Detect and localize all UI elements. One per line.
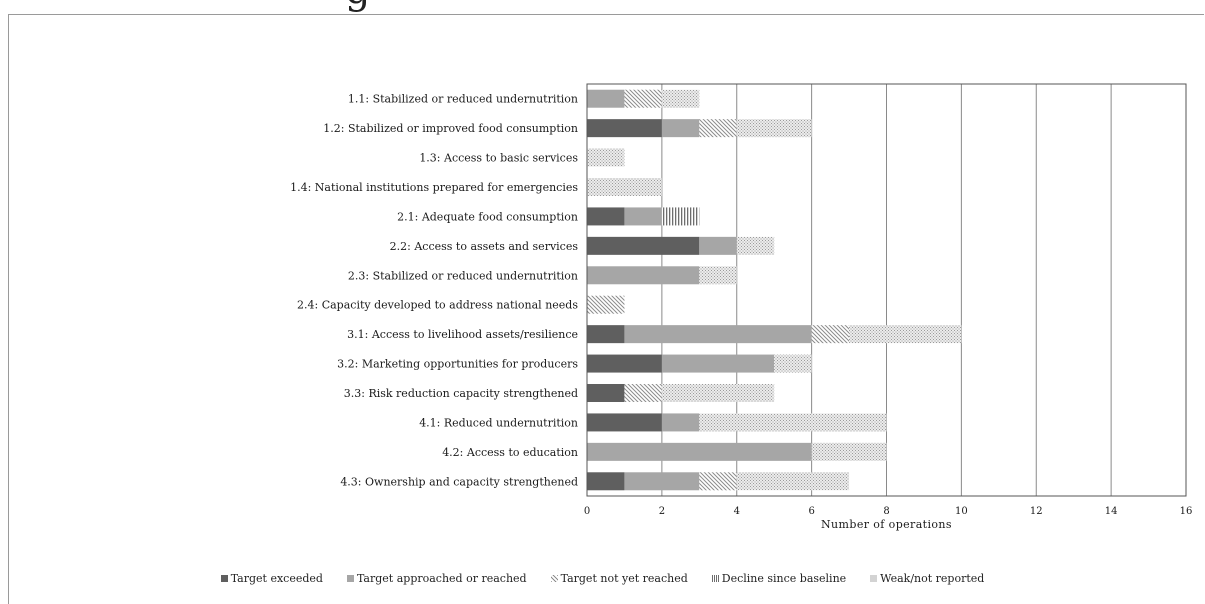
x-tick-label: 0 xyxy=(584,506,590,517)
bars xyxy=(587,89,962,491)
bar-segment xyxy=(587,119,662,138)
x-tick-label: 12 xyxy=(1030,506,1043,517)
category-label: 4.1: Reduced undernutrition xyxy=(419,416,578,429)
bar-segment xyxy=(661,119,700,138)
category-label: 3.3: Risk reduction capacity strengthene… xyxy=(344,387,578,400)
plot-area-border xyxy=(586,83,1187,497)
bar-segment xyxy=(849,325,962,344)
bar-segment xyxy=(736,119,812,138)
legend-item: Target exceeded xyxy=(220,572,323,585)
category-label: 4.3: Ownership and capacity strengthened xyxy=(340,475,578,488)
bar-segment xyxy=(699,472,737,491)
legend-swatch xyxy=(870,575,878,582)
bar-segment xyxy=(587,178,662,196)
bar-segment xyxy=(587,148,625,167)
legend-label: Target approached or reached xyxy=(356,572,527,585)
bar-segment xyxy=(587,413,662,432)
bar-segment xyxy=(736,472,850,491)
bar-segment xyxy=(811,325,850,344)
category-label: 4.2: Access to education xyxy=(442,446,578,459)
x-tick-label: 8 xyxy=(883,506,889,517)
gridlines xyxy=(661,84,1112,496)
title-fragment: g xyxy=(345,0,371,10)
bar-segment xyxy=(624,89,662,108)
bar-segment xyxy=(736,236,775,255)
bar-segment xyxy=(624,325,812,344)
category-labels: 1.1: Stabilized or reduced undernutritio… xyxy=(290,93,578,489)
category-label: 3.1: Access to livelihood assets/resilie… xyxy=(347,328,578,341)
bar-segment xyxy=(699,236,737,255)
bar-segment xyxy=(661,354,775,373)
x-tick-label: 14 xyxy=(1105,506,1118,517)
chart-frame xyxy=(8,14,1204,604)
bar-segment xyxy=(624,207,662,226)
category-label: 1.2: Stabilized or improved food consump… xyxy=(323,122,578,135)
bar-segment xyxy=(661,384,775,402)
category-label: 2.4: Capacity developed to address natio… xyxy=(297,299,578,312)
legend-swatch xyxy=(346,575,354,582)
legend-swatch xyxy=(711,575,719,582)
x-tick-label: 10 xyxy=(955,506,968,517)
bar-segment xyxy=(587,384,625,402)
bar-segment xyxy=(587,207,625,226)
bar-segment xyxy=(774,354,812,373)
bar-segment xyxy=(661,207,700,226)
bar-segment xyxy=(699,119,737,138)
bar-segment xyxy=(587,266,700,285)
category-label: 1.3: Access to basic services xyxy=(419,152,578,165)
legend-swatch xyxy=(220,575,228,582)
category-label: 2.3: Stabilized or reduced undernutritio… xyxy=(348,269,578,282)
bar-segment xyxy=(624,472,700,491)
x-tick-label: 6 xyxy=(808,506,814,517)
bar-segment xyxy=(811,442,887,461)
bar-segment xyxy=(587,442,812,461)
bar-segment xyxy=(661,413,700,432)
bar-segment xyxy=(587,295,625,314)
x-tick-label: 2 xyxy=(659,506,665,517)
legend-item: Target not yet reached xyxy=(550,572,688,585)
x-tick-label: 16 xyxy=(1180,506,1193,517)
bar-segment xyxy=(624,384,662,402)
category-label: 3.2: Marketing opportunities for produce… xyxy=(337,358,578,371)
legend-swatch xyxy=(550,575,558,582)
legend: Target exceeded Target approached or reac… xyxy=(0,572,1205,585)
legend-label: Target not yet reached xyxy=(560,572,688,585)
bar-segment xyxy=(587,354,662,373)
bar-segment xyxy=(699,413,887,432)
bar-chart: 1.1: Stabilized or reduced undernutritio… xyxy=(290,83,1193,531)
legend-label: Target exceeded xyxy=(230,572,323,585)
x-axis-title: Number of operations xyxy=(821,518,952,531)
bar-segment xyxy=(587,236,700,255)
bar-segment xyxy=(587,89,625,108)
legend-item: Decline since baseline xyxy=(711,572,847,585)
bar-segment xyxy=(587,472,625,491)
category-label: 2.2: Access to assets and services xyxy=(390,240,579,253)
bar-segment xyxy=(699,266,737,285)
legend-label: Decline since baseline xyxy=(721,572,847,585)
legend-label: Weak/not reported xyxy=(880,572,985,585)
bar-segment xyxy=(587,325,625,344)
legend-item: Target approached or reached xyxy=(346,572,527,585)
category-label: 1.1: Stabilized or reduced undernutritio… xyxy=(348,93,578,106)
x-tick-labels: 0 2 4 6 8 10 12 14 16 xyxy=(584,506,1193,517)
bar-segment xyxy=(661,89,700,108)
category-label: 2.1: Adequate food consumption xyxy=(397,210,578,223)
legend-item: Weak/not reported xyxy=(870,572,984,585)
category-label: 1.4: National institutions prepared for … xyxy=(290,181,578,194)
x-tick-label: 4 xyxy=(734,506,740,517)
